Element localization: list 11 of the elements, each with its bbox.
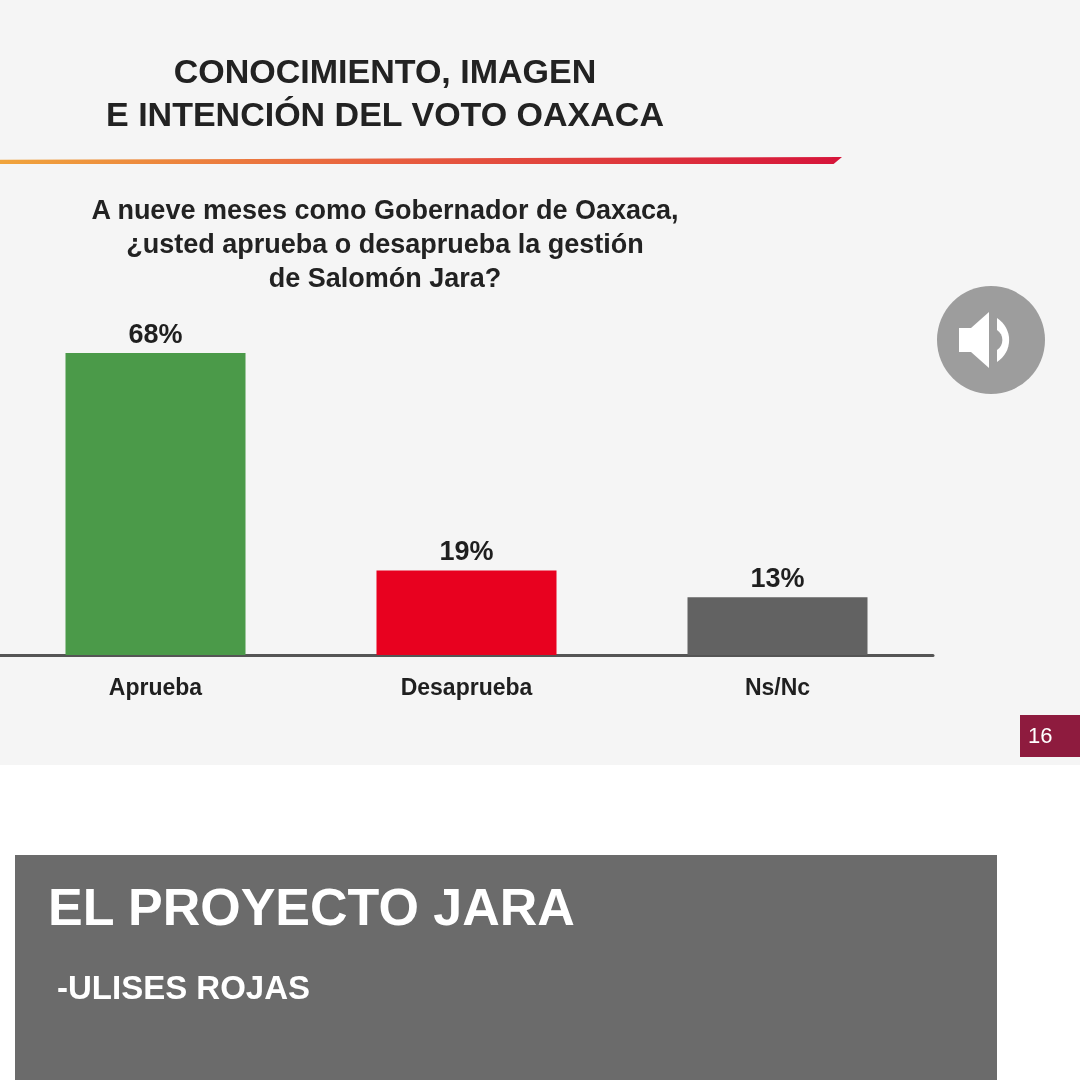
x-tick-label: Desaprueba <box>400 673 533 700</box>
chart-subtitle: A nueve meses como Gobernador de Oaxaca, ¿usted aprueba o desaprueba la gestión de Salomón Jara? <box>91 195 679 293</box>
text: EL PROYECTO JARA <box>48 877 575 937</box>
data-label: 13% <box>750 562 805 593</box>
chart-title: CONOCIMIENTO, IMAGEN E INTENCIÓN DEL VOTO OAXACA <box>106 51 664 133</box>
x-tick-label: Aprueba <box>108 673 203 700</box>
data-label: 19% <box>439 536 494 567</box>
x-tick-label: Ns/Nc <box>744 673 811 700</box>
text: 16 <box>1020 715 1080 757</box>
text: -ULISES ROJAS <box>57 969 311 1007</box>
data-label: 68% <box>128 318 183 349</box>
